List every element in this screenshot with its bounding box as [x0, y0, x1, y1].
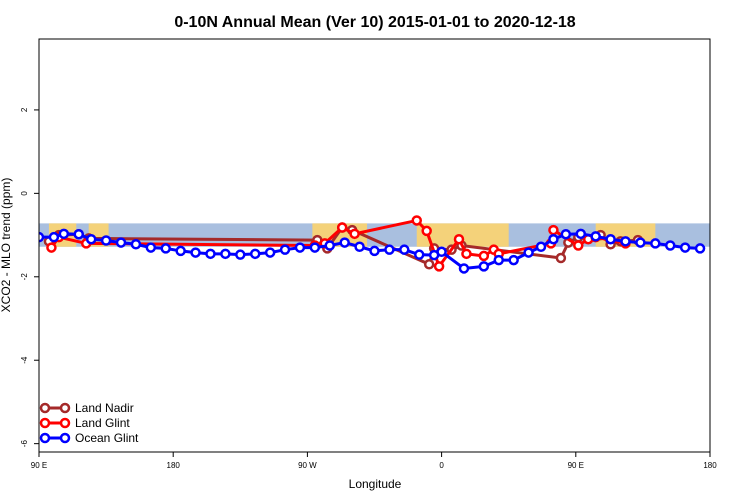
x-tick-label: 90 E — [31, 461, 47, 470]
data-point — [560, 228, 572, 240]
data-point — [664, 240, 676, 251]
data-point — [478, 261, 490, 272]
data-point — [349, 228, 360, 240]
data-point — [58, 228, 70, 240]
data-point — [220, 248, 231, 260]
y-tick-label: -2 — [20, 273, 29, 281]
data-point — [411, 215, 422, 226]
data-point — [115, 237, 127, 248]
data-point — [453, 233, 465, 245]
land-patch — [416, 223, 509, 247]
data-point — [590, 231, 601, 242]
data-point — [694, 243, 706, 254]
x-axis: 90 E 180 90 W 0 90 E 180 — [31, 452, 717, 470]
x-tick-label: 90 W — [298, 461, 317, 470]
legend-item: Land Glint — [39, 416, 130, 430]
x-tick-label: 180 — [167, 461, 181, 470]
data-point — [339, 237, 350, 248]
data-point — [46, 242, 57, 253]
data-point — [650, 238, 661, 249]
legend-label: Ocean Glint — [75, 431, 139, 445]
data-point — [548, 224, 559, 236]
data-point — [679, 242, 691, 253]
data-point — [478, 250, 490, 262]
data-point — [433, 261, 445, 272]
legend-marker — [39, 402, 51, 414]
data-point — [413, 249, 425, 260]
data-point — [548, 233, 559, 245]
data-point — [39, 231, 45, 243]
data-point — [493, 254, 505, 266]
data-point — [100, 235, 112, 246]
data-point — [573, 240, 584, 251]
legend-item: Land Nadir — [39, 401, 134, 415]
y-axis: -6 -4 -2 0 2 — [20, 107, 39, 447]
data-point — [175, 245, 186, 257]
y-tick-label: -4 — [20, 356, 29, 364]
data-point — [555, 252, 567, 264]
legend-marker — [39, 417, 51, 429]
chart-title: 0-10N Annual Mean (Ver 10) 2015-01-01 to… — [174, 14, 575, 31]
data-point — [145, 242, 157, 253]
data-point — [421, 225, 432, 237]
data-point — [605, 233, 616, 245]
data-point — [508, 254, 519, 266]
x-tick-label: 180 — [703, 461, 717, 470]
legend-marker — [39, 432, 51, 444]
data-point — [399, 244, 410, 255]
legend-label: Land Glint — [75, 416, 130, 430]
legend-marker — [59, 432, 71, 444]
data-point — [235, 249, 246, 260]
data-point — [130, 238, 142, 250]
x-tick-label: 0 — [439, 461, 444, 470]
data-point — [249, 248, 261, 260]
data-point — [73, 228, 85, 240]
data-point — [458, 263, 470, 274]
data-point — [279, 244, 291, 255]
plot-frame — [38, 38, 711, 453]
x-tick-label: 90 E — [568, 461, 584, 470]
data-point — [384, 244, 395, 255]
data-point — [423, 259, 435, 270]
data-point — [190, 247, 201, 258]
data-point — [635, 237, 646, 248]
data-point — [324, 240, 336, 251]
legend-label: Land Nadir — [75, 401, 134, 415]
y-tick-label: 2 — [20, 107, 29, 112]
data-point — [369, 245, 380, 257]
data-point — [436, 246, 447, 258]
data-point — [48, 231, 60, 243]
data-point — [264, 247, 276, 258]
x-axis-label: Longitude — [349, 477, 402, 491]
data-point — [160, 243, 171, 254]
legend-item: Ocean Glint — [39, 431, 139, 445]
y-axis-label: XCO2 - MLO trend (ppm) — [0, 178, 13, 313]
data-point — [205, 248, 216, 260]
y-tick-label: -6 — [20, 440, 29, 448]
data-point — [620, 236, 631, 247]
legend-marker — [59, 417, 71, 429]
legend-marker — [59, 402, 71, 414]
series-line — [39, 232, 701, 270]
data-point — [336, 222, 348, 233]
y-tick-label: 0 — [20, 191, 29, 196]
data-point — [309, 242, 321, 253]
data-point — [294, 242, 306, 253]
plot-area — [39, 215, 710, 274]
data-point — [85, 233, 97, 245]
data-point — [354, 241, 365, 253]
latitude-band — [39, 223, 710, 247]
data-point — [535, 241, 547, 253]
data-point — [523, 247, 534, 258]
data-point — [575, 228, 587, 240]
data-point — [461, 248, 472, 260]
series-ocean-glint — [39, 228, 706, 274]
